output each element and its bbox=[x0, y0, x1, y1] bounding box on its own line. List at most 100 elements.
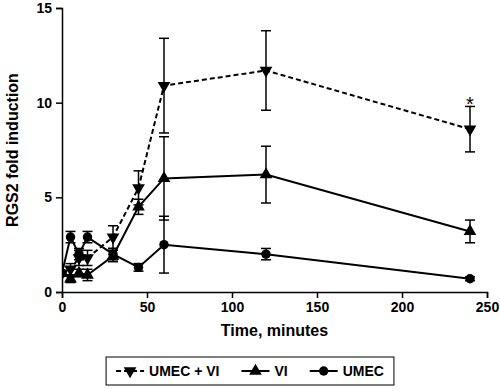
error-cap bbox=[261, 30, 271, 32]
error-cap bbox=[66, 231, 76, 233]
marker bbox=[464, 224, 477, 235]
error-cap bbox=[159, 272, 169, 274]
error-cap bbox=[261, 145, 271, 147]
error-cap bbox=[74, 259, 84, 261]
chart: 0 50 100 150 200 250 0 5 10 15 * Time, minutes RGS2 … bbox=[0, 0, 500, 391]
error-cap bbox=[261, 259, 271, 261]
axis-line bbox=[63, 293, 488, 299]
marker bbox=[81, 268, 94, 279]
tick-mark bbox=[56, 197, 62, 199]
line bbox=[62, 175, 470, 279]
marker bbox=[132, 184, 145, 195]
error-cap bbox=[159, 136, 169, 138]
marker bbox=[260, 67, 273, 78]
legend-label: UMEC bbox=[343, 363, 384, 379]
error-bar bbox=[83, 231, 93, 242]
legend-marker bbox=[124, 367, 137, 378]
marker bbox=[134, 263, 143, 272]
series bbox=[62, 137, 476, 283]
error-bar bbox=[74, 248, 84, 259]
tick-mark bbox=[402, 292, 404, 298]
legend: UMEC + VI VI UMEC bbox=[106, 357, 394, 385]
y-axis: 0 5 10 15 bbox=[36, 0, 62, 300]
tick-label: 200 bbox=[391, 299, 415, 315]
marker bbox=[159, 240, 168, 249]
error-cap bbox=[83, 250, 93, 252]
error-cap bbox=[83, 231, 93, 233]
error-cap bbox=[83, 280, 93, 282]
error-cap bbox=[108, 261, 118, 263]
tick-mark bbox=[56, 292, 62, 294]
tick-mark bbox=[232, 292, 234, 298]
tick-label: 100 bbox=[221, 299, 245, 315]
error-cap bbox=[108, 248, 118, 250]
error-cap bbox=[159, 216, 169, 218]
marker bbox=[83, 232, 92, 241]
series bbox=[62, 31, 476, 281]
legend-marker bbox=[319, 366, 328, 375]
marker bbox=[464, 126, 477, 137]
error-bar bbox=[134, 264, 144, 272]
tick: 150 bbox=[306, 292, 330, 315]
tick-mark bbox=[56, 102, 62, 104]
error-bar bbox=[159, 216, 169, 273]
line bbox=[62, 237, 470, 279]
tick-label: 10 bbox=[36, 95, 52, 111]
line bbox=[62, 70, 470, 273]
marker bbox=[107, 233, 120, 244]
tick-mark bbox=[56, 8, 62, 10]
tick: 0 bbox=[59, 292, 67, 315]
legend-item: VI bbox=[241, 363, 287, 379]
plot: 0 50 100 150 200 250 0 5 10 15 * bbox=[36, 0, 499, 315]
legend-label: VI bbox=[274, 363, 287, 379]
marker bbox=[74, 249, 83, 258]
x-axis-title: Time, minutes bbox=[221, 322, 328, 339]
marker bbox=[261, 249, 270, 258]
tick: 5 bbox=[44, 189, 62, 205]
marker bbox=[158, 171, 171, 182]
marker bbox=[62, 268, 67, 277]
tick-mark bbox=[317, 292, 319, 298]
error-cap bbox=[159, 132, 169, 134]
legend-box bbox=[106, 357, 394, 385]
tick-mark bbox=[487, 292, 489, 298]
error-cap bbox=[465, 242, 475, 244]
annotation: * bbox=[466, 93, 474, 115]
data-layer bbox=[62, 31, 476, 284]
marker bbox=[108, 249, 117, 258]
error-cap bbox=[465, 151, 475, 153]
tick-label: 0 bbox=[44, 284, 52, 300]
error-cap bbox=[108, 225, 118, 227]
error-cap bbox=[108, 259, 118, 261]
tick-label: 250 bbox=[476, 299, 500, 315]
marker bbox=[66, 232, 75, 241]
tick: 15 bbox=[36, 0, 62, 16]
error-cap bbox=[108, 248, 118, 250]
error-cap bbox=[261, 202, 271, 204]
tick-mark bbox=[147, 292, 149, 298]
error-cap bbox=[261, 109, 271, 111]
error-bar bbox=[108, 250, 118, 261]
marker bbox=[465, 274, 474, 283]
tick: 10 bbox=[36, 95, 62, 111]
y-axis-title: RGS2 fold induction bbox=[4, 73, 21, 227]
tick: 250 bbox=[476, 292, 500, 315]
tick: 50 bbox=[140, 292, 156, 315]
legend-label: UMEC + VI bbox=[149, 363, 219, 379]
tick-label: 50 bbox=[140, 299, 156, 315]
tick-label: 15 bbox=[36, 0, 52, 16]
legend-marker bbox=[249, 364, 262, 375]
tick: 0 bbox=[44, 284, 62, 300]
error-bar bbox=[261, 248, 271, 259]
series bbox=[62, 216, 475, 283]
marker bbox=[132, 199, 145, 210]
tick-label: 0 bbox=[59, 299, 67, 315]
tick: 200 bbox=[391, 292, 415, 315]
axis-line bbox=[56, 9, 63, 293]
tick: 100 bbox=[221, 292, 245, 315]
error-bar bbox=[108, 248, 118, 259]
legend-item: UMEC bbox=[310, 363, 384, 379]
error-cap bbox=[159, 38, 169, 40]
error-cap bbox=[261, 248, 271, 250]
error-cap bbox=[465, 219, 475, 221]
